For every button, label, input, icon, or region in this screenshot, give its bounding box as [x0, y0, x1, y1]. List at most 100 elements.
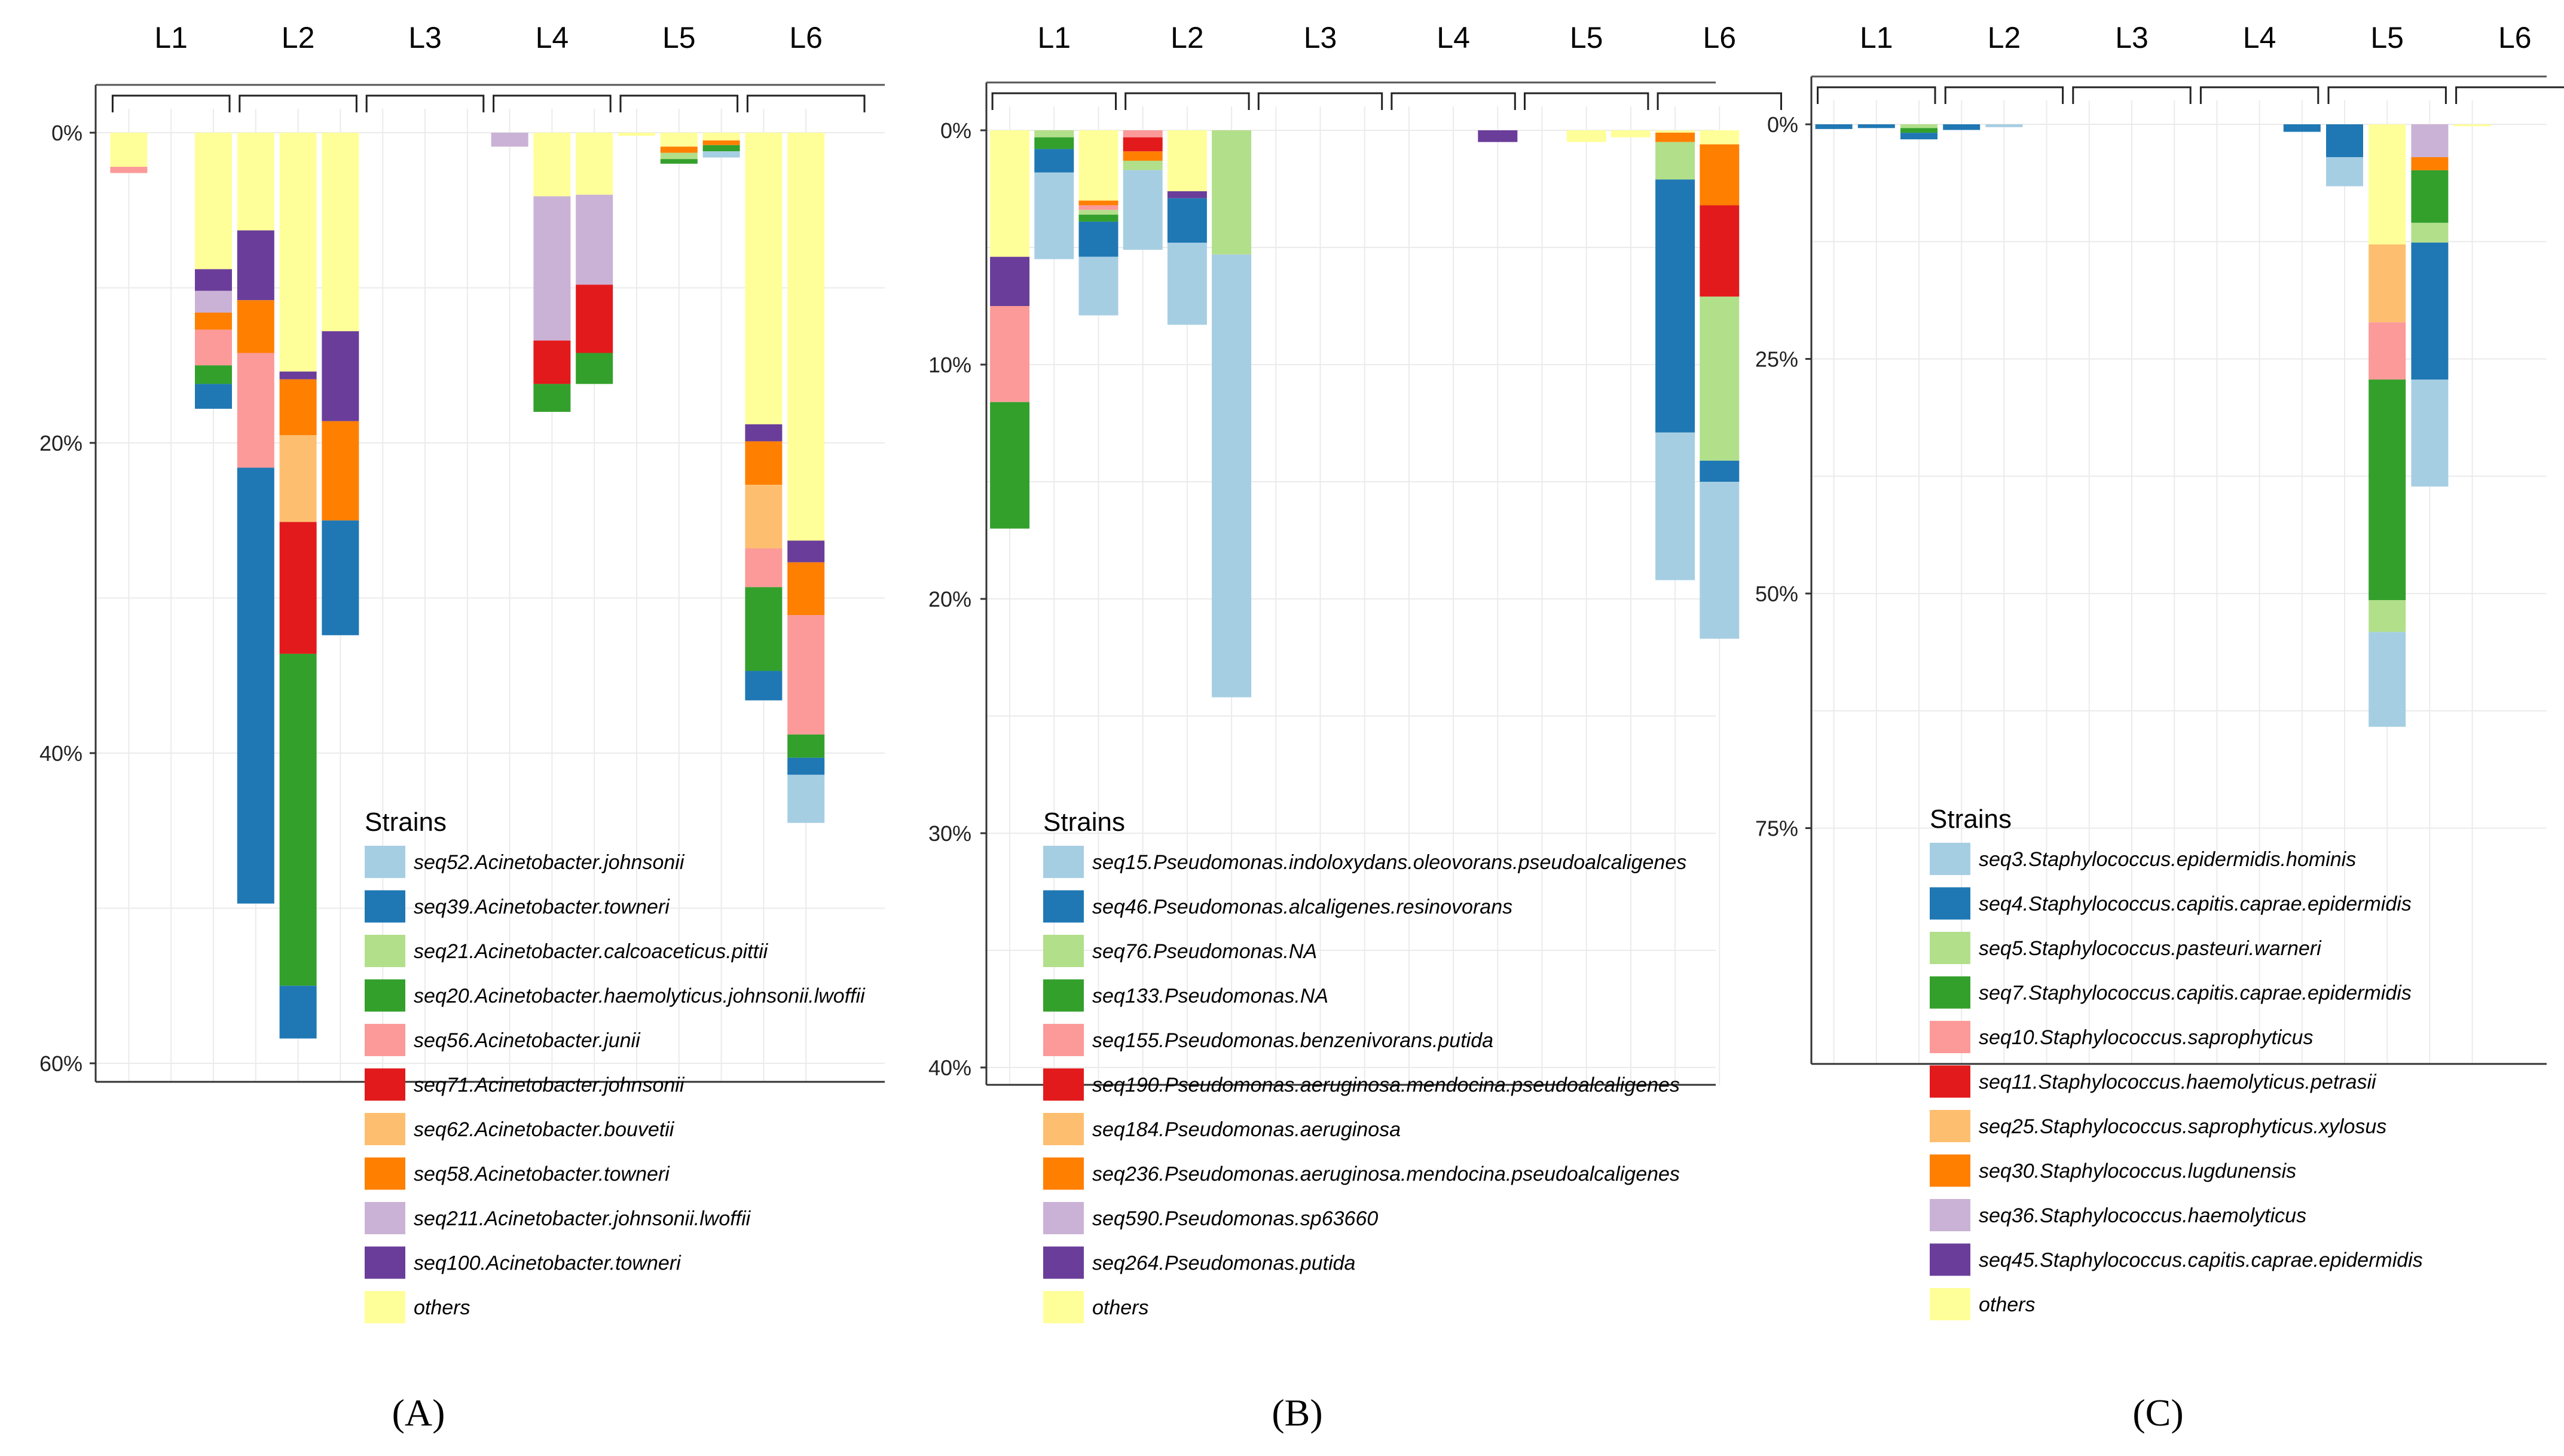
- panel-b-legend-label: seq15.Pseudomonas.indoloxydans.oleovoran…: [1092, 851, 1686, 874]
- panel-b-legend-label: seq236.Pseudomonas.aeruginosa.mendocina.…: [1092, 1163, 1680, 1186]
- panel-c-legend-swatch: [1930, 1021, 1970, 1053]
- panel-b-y-tick-label: 30%: [928, 821, 971, 846]
- bar-segment: [787, 775, 825, 823]
- bar-segment: [1700, 296, 1740, 461]
- bar-segment: [1078, 221, 1118, 257]
- panel-c-legend-swatch: [1930, 1243, 1970, 1276]
- panel-a-legend-swatch: [365, 1246, 405, 1279]
- bar-segment: [322, 421, 359, 521]
- group-bracket: [493, 94, 612, 112]
- group-bracket: [1124, 92, 1250, 110]
- bar-segment: [237, 133, 274, 231]
- panel-c-caption-label: (C): [2132, 1391, 2183, 1434]
- panel-a-legend-label: seq58.Acinetobacter.towneri: [414, 1163, 670, 1186]
- panel-a-axes: [90, 84, 885, 1083]
- panel-a-group-label-l5: L5: [662, 21, 696, 54]
- bar-segment: [702, 151, 740, 158]
- group-bracket: [365, 94, 485, 112]
- bar-segment: [533, 384, 571, 412]
- bar-segment: [195, 313, 232, 330]
- bar-segment: [1655, 179, 1695, 433]
- panel-a-y-tick-label: 60%: [39, 1051, 82, 1076]
- group-bracket: [2455, 86, 2564, 104]
- bar-segment: [2411, 222, 2449, 243]
- bar-segment: [660, 133, 698, 147]
- bar-segment: [1123, 130, 1163, 137]
- panel-b-group-label-l2: L2: [1171, 21, 1204, 54]
- bar-segment: [1700, 205, 1740, 297]
- panel-c-legend: Strains seq3.Staphylococcus.epidermidis.…: [1930, 805, 2423, 1320]
- group-bracket: [2327, 86, 2447, 104]
- bar-segment: [1034, 137, 1074, 149]
- panel-c-legend-swatch: [1930, 1154, 1970, 1187]
- panel-b-legend-swatch: [1043, 846, 1084, 878]
- bar-segment: [2369, 380, 2406, 600]
- panel-c-legend-label: seq25.Staphylococcus.saprophyticus.xylos…: [1979, 1115, 2386, 1138]
- bar-segment: [576, 194, 613, 285]
- panel-a-legend-swatch: [365, 1113, 405, 1145]
- bar-segment: [195, 365, 232, 384]
- bar-segment: [110, 133, 148, 167]
- bar-segment: [237, 300, 274, 353]
- bar-segment: [237, 467, 274, 904]
- bar-segment: [1655, 142, 1695, 180]
- panel-c-group-label-l5: L5: [2370, 21, 2404, 54]
- panel-c-legend-label: seq11.Staphylococcus.haemolyticus.petras…: [1979, 1071, 2377, 1094]
- panel-c-group-label-l3: L3: [2115, 21, 2149, 54]
- bar-segment: [1900, 133, 1937, 140]
- panel-c-group-label-l6: L6: [2498, 21, 2532, 54]
- bar-segment: [660, 159, 698, 164]
- panel-b-legend-swatch: [1043, 1024, 1084, 1056]
- bar-segment: [1078, 256, 1118, 316]
- panel-b-bars: [990, 130, 1740, 698]
- bar-segment: [1123, 160, 1163, 170]
- panel-a-y-tick-label: 0%: [51, 121, 82, 145]
- panel-a-legend-swatch: [365, 846, 405, 878]
- bar-segment: [279, 133, 317, 372]
- bar-segment: [1610, 130, 1651, 137]
- bar-segment: [322, 331, 359, 421]
- panel-a-legend-swatch: [365, 1068, 405, 1101]
- bar-segment: [990, 256, 1030, 306]
- panel-c-axes: [1805, 75, 2547, 1065]
- panel-b-group-label-l5: L5: [1570, 21, 1603, 54]
- panel-b: L1 L2 L3 L4 L5 L6 0% 10% 20% 30% 40% Str…: [928, 21, 1782, 1434]
- bar-segment: [1566, 130, 1606, 142]
- bar-segment: [1985, 124, 2023, 127]
- panel-c-y-tick-label: 50%: [1755, 582, 1798, 606]
- panel-a: L1 L2 L3 L4 L5 L6 0% 20% 40% 60% Strains…: [39, 21, 885, 1434]
- panel-c-y-tick-label: 75%: [1755, 816, 1798, 841]
- bar-segment: [745, 671, 783, 701]
- bar-segment: [1212, 254, 1252, 698]
- panel-a-y-tick-label: 20%: [39, 431, 82, 455]
- bar-segment: [576, 353, 613, 384]
- panel-c: L1 L2 L3 L4 L5 L6 0% 25% 50% 75% Strains…: [1755, 21, 2564, 1434]
- panel-b-legend-label: others: [1092, 1296, 1149, 1319]
- panel-a-group-label-l6: L6: [789, 21, 823, 54]
- bar-segment: [279, 653, 317, 986]
- panel-a-bars: [110, 133, 825, 1039]
- bar-segment: [279, 371, 317, 380]
- panel-c-y-tick-label: 25%: [1755, 347, 1798, 372]
- group-bracket: [991, 92, 1117, 110]
- bar-segment: [2369, 599, 2406, 632]
- panel-a-legend-swatch: [365, 935, 405, 967]
- bar-segment: [1078, 210, 1118, 215]
- bar-segment: [195, 384, 232, 409]
- panel-c-legend-label: seq30.Staphylococcus.lugdunensis: [1979, 1160, 2296, 1183]
- panel-b-y-tick-label: 40%: [928, 1056, 971, 1080]
- bar-segment: [491, 133, 528, 147]
- bar-segment: [2411, 157, 2449, 170]
- bar-segment: [195, 290, 232, 313]
- bar-segment: [1123, 151, 1163, 161]
- panel-b-legend-swatch: [1043, 1068, 1084, 1101]
- panel-c-brackets: [1817, 86, 2564, 104]
- panel-c-legend-label: seq3.Staphylococcus.epidermidis.hominis: [1979, 848, 2356, 871]
- bar-segment: [1212, 130, 1252, 255]
- panel-a-brackets: [111, 94, 866, 112]
- bar-segment: [1700, 144, 1740, 206]
- bar-segment: [2411, 170, 2449, 223]
- bar-segment: [1900, 124, 1937, 129]
- bar-segment: [2369, 632, 2406, 727]
- bar-segment: [2369, 124, 2406, 244]
